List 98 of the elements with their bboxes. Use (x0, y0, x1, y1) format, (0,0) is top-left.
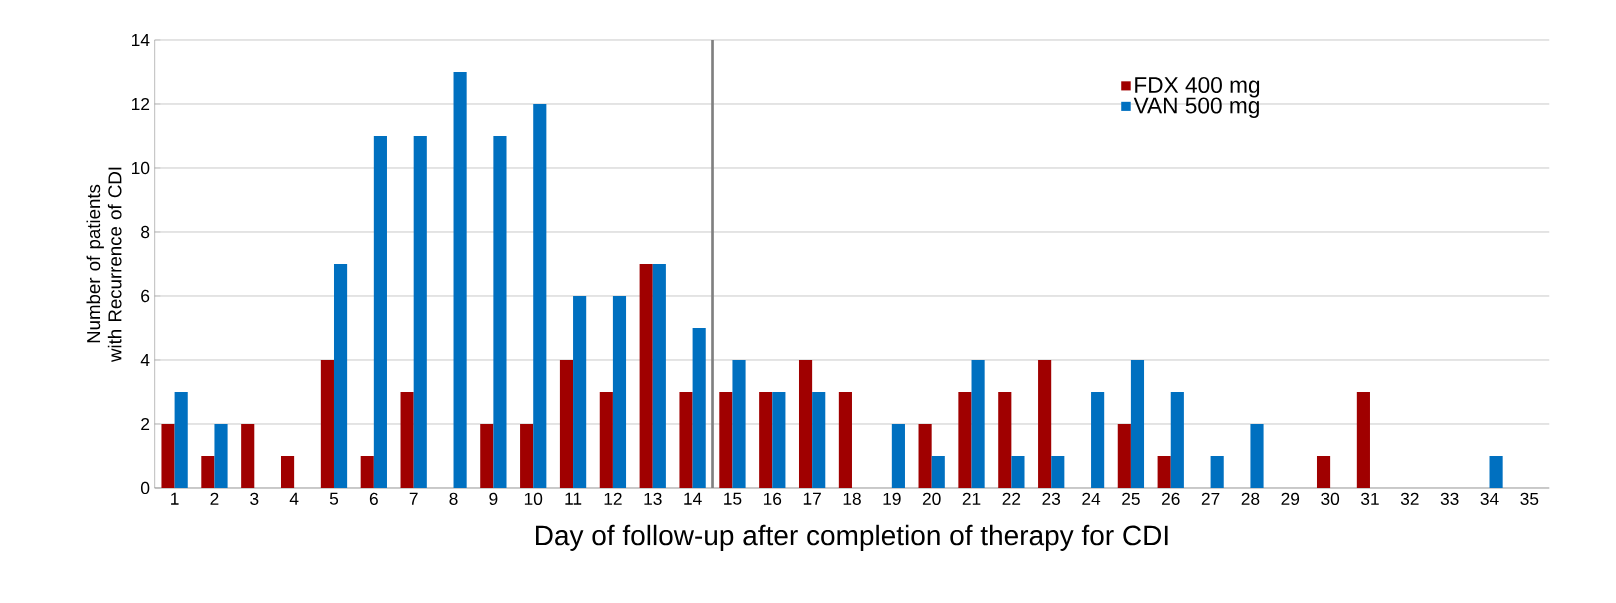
bar (480, 424, 494, 489)
bar (931, 456, 945, 489)
x-tick-label: 34 (1480, 492, 1499, 506)
bar (1011, 456, 1025, 489)
bar (1489, 456, 1503, 489)
x-tick-label: 28 (1241, 492, 1260, 506)
y-tick-label: 4 (140, 354, 150, 367)
x-tick-label: 24 (1082, 492, 1101, 505)
x-tick-label: 21 (962, 492, 981, 505)
y-tick-label: 8 (141, 226, 150, 239)
y-tick-label: 12 (132, 98, 150, 111)
bar (453, 72, 467, 489)
bar (958, 392, 972, 489)
bar (1091, 392, 1105, 489)
x-tick-label: 20 (922, 492, 941, 506)
x-tick-label: 3 (250, 492, 259, 506)
bar (559, 360, 574, 489)
x-tick-label: 12 (604, 492, 622, 505)
x-axis-title: Day of follow-up after completion of therapy for CDI (536, 524, 1168, 552)
x-tick-label: 18 (843, 492, 861, 506)
bar (214, 424, 228, 489)
x-tick-label: 25 (1122, 492, 1140, 506)
x-tick-label: 16 (763, 492, 782, 506)
y-tick-label: 6 (141, 290, 150, 303)
bar (1157, 456, 1171, 489)
bar (373, 136, 387, 489)
bar (971, 360, 985, 489)
x-tick-label: 33 (1440, 492, 1459, 506)
bar (161, 424, 175, 489)
bar (692, 328, 706, 489)
x-tick-label: 19 (883, 492, 901, 506)
x-tick-label: 6 (369, 492, 378, 506)
y-axis-title: Number of patients with Recurrence of CDI (86, 167, 122, 363)
bar (679, 392, 693, 489)
bar (413, 136, 427, 489)
bar (812, 392, 826, 489)
legend-label: VAN 500 mg (1133, 97, 1259, 119)
bar (772, 392, 786, 489)
bar (1051, 456, 1065, 489)
x-tick-label: 1 (171, 492, 179, 505)
bar (1130, 360, 1145, 489)
bar (520, 424, 534, 489)
bar (573, 296, 587, 489)
bar (320, 360, 334, 489)
x-tick-label: 29 (1281, 492, 1300, 506)
bar (1170, 392, 1184, 489)
x-tick-label: 7 (409, 492, 418, 505)
x-tick-label: 23 (1042, 492, 1061, 506)
x-tick-label: 4 (289, 492, 299, 505)
bar (612, 296, 627, 489)
x-tick-label: 13 (644, 492, 662, 506)
legend-label: FDX 400 mg (1135, 77, 1260, 98)
y-tick-label: 2 (141, 418, 150, 431)
bar (998, 392, 1012, 489)
x-tick-label: 10 (524, 492, 543, 506)
bar (732, 360, 746, 489)
bar (1117, 424, 1131, 489)
x-tick-label: 22 (1002, 492, 1021, 505)
bar (798, 360, 813, 489)
bar (652, 264, 666, 489)
bar (241, 424, 255, 489)
x-tick-label: 32 (1400, 492, 1419, 506)
bar (838, 392, 852, 489)
x-tick-label: 27 (1201, 492, 1220, 505)
bar (493, 136, 507, 489)
x-tick-label: 31 (1361, 492, 1379, 506)
bar (719, 392, 733, 489)
bar (201, 456, 215, 489)
y-tick-label: 0 (141, 482, 150, 495)
x-tick-label: 30 (1321, 492, 1340, 506)
bar (1356, 392, 1370, 489)
x-tick-label: 2 (210, 492, 219, 505)
bar (333, 264, 348, 489)
x-tick-label: 35 (1520, 492, 1539, 506)
x-tick-label: 14 (684, 492, 702, 505)
bar (1316, 456, 1331, 489)
x-tick-label: 11 (565, 492, 582, 505)
y-tick-label: 10 (132, 162, 150, 175)
bar (360, 456, 374, 489)
bar (1210, 456, 1224, 489)
bar (400, 392, 414, 489)
bar (1038, 360, 1052, 489)
bar (280, 456, 295, 489)
bar (639, 264, 653, 489)
x-tick-label: 15 (724, 492, 742, 505)
y-tick-label: 14 (132, 34, 150, 47)
bar (533, 104, 547, 489)
x-tick-label: 8 (449, 492, 458, 506)
bar (599, 392, 613, 489)
bar (174, 392, 188, 489)
x-tick-label: 26 (1161, 492, 1180, 506)
x-tick-label: 17 (803, 492, 821, 505)
bar (759, 392, 773, 489)
bar (891, 424, 905, 489)
x-tick-label: 5 (329, 492, 339, 505)
bar (918, 424, 932, 489)
bar (1250, 424, 1264, 489)
x-tick-label: 9 (489, 492, 498, 506)
